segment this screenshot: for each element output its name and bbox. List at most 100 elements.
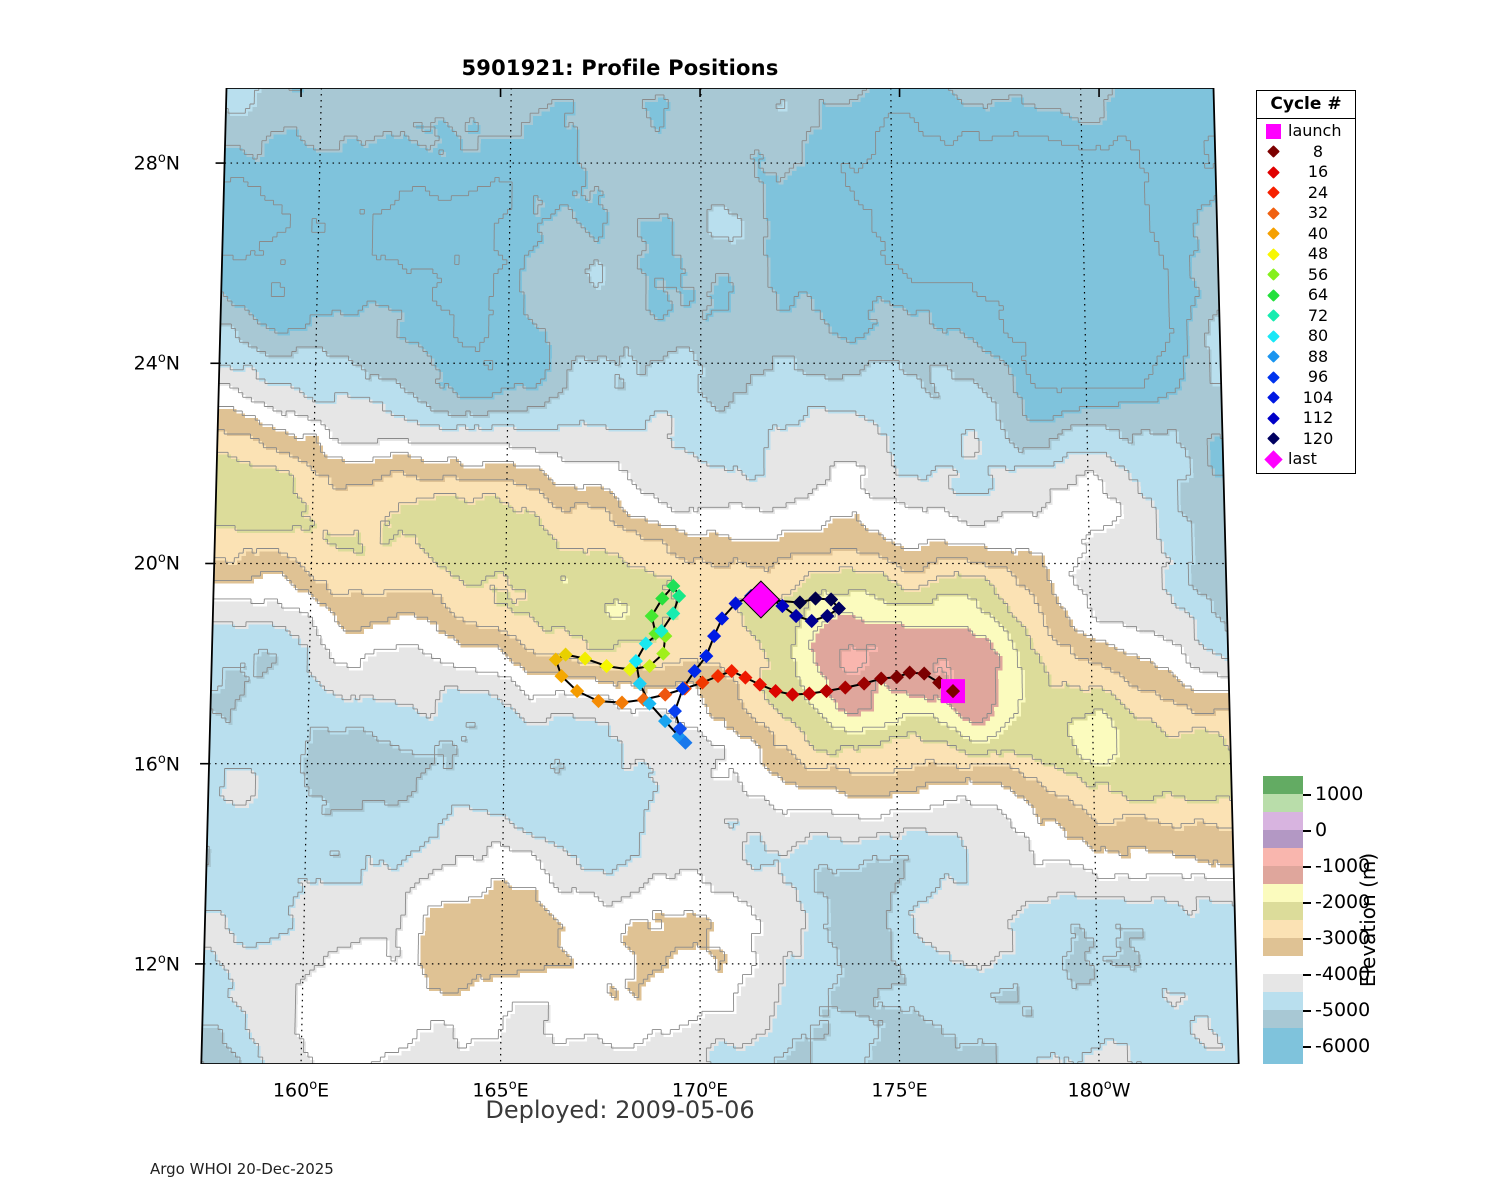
colorbar-tick--6000: [1303, 1046, 1311, 1048]
lon-tick-label-170: 170oE: [671, 1078, 729, 1102]
legend-item-120[interactable]: 120: [1257, 429, 1355, 450]
colorbar-band-1: [1263, 794, 1303, 812]
last-position-marker: [741, 580, 781, 619]
legend-item-16[interactable]: 16: [1257, 162, 1355, 183]
colorbar-tick-label--6000: -6000: [1315, 1035, 1371, 1057]
profile-marker: [548, 652, 563, 667]
profile-marker: [655, 591, 670, 606]
colorbar-tick--3000: [1303, 938, 1311, 940]
legend-item-96[interactable]: 96: [1257, 367, 1355, 388]
profile-marker: [857, 676, 872, 691]
legend-label-64: 64: [1307, 285, 1329, 305]
lon-tick-label-175: 175oE: [871, 1078, 928, 1102]
legend-marker-104: [1261, 391, 1285, 405]
profile-marker: [628, 654, 643, 669]
lat-tick-label-12: 12oN: [133, 951, 180, 976]
legend-item-80[interactable]: 80: [1257, 326, 1355, 347]
legend-marker-56: [1261, 268, 1285, 282]
legend-item-64[interactable]: 64: [1257, 285, 1355, 306]
elevation-colorbar: [1263, 776, 1303, 1064]
colorbar-band-11: [1263, 974, 1303, 992]
page-title: 5901921: Profile Positions: [461, 56, 779, 80]
legend-label-48: 48: [1307, 244, 1329, 264]
profile-marker: [802, 686, 817, 701]
colorbar-tick--2000: [1303, 902, 1311, 904]
colorbar-band-9: [1263, 938, 1303, 956]
legend-label-24: 24: [1307, 182, 1329, 202]
legend-item-88[interactable]: 88: [1257, 347, 1355, 368]
profile-marker: [874, 671, 889, 686]
legend-label-32: 32: [1307, 203, 1329, 223]
profile-marker: [752, 677, 767, 692]
profile-marker: [666, 606, 681, 621]
legend-marker-40: [1261, 227, 1285, 241]
legend-marker-48: [1261, 247, 1285, 261]
deployed-date: Deployed: 2009-05-06: [485, 1096, 755, 1124]
legend-item-last[interactable]: last: [1257, 449, 1355, 470]
legend-title: Cycle #: [1257, 91, 1355, 119]
colorbar-tick-label--1000: -1000: [1315, 855, 1371, 877]
profile-marker: [678, 735, 693, 750]
profile-marker: [591, 694, 606, 709]
legend-label-launch: launch: [1288, 121, 1342, 141]
legend-label-56: 56: [1307, 264, 1329, 284]
legend-items: launch 8 16 24 32 40 48 56 64 72 80 88 96 104 112 120 la…: [1257, 119, 1355, 473]
profile-marker: [656, 646, 671, 661]
legend-item-48[interactable]: 48: [1257, 244, 1355, 265]
legend-marker-112: [1261, 411, 1285, 425]
legend-marker-120: [1261, 432, 1285, 446]
colorbar-tick-label--3000: -3000: [1315, 927, 1371, 949]
profile-marker: [889, 670, 904, 685]
colorbar-band-12: [1263, 992, 1303, 1010]
colorbar-band-3: [1263, 830, 1303, 848]
legend-item-8[interactable]: 8: [1257, 142, 1355, 163]
legend-item-40[interactable]: 40: [1257, 224, 1355, 245]
profile-marker: [775, 598, 790, 614]
colorbar-tick--1000: [1303, 866, 1311, 868]
legend-item-72[interactable]: 72: [1257, 306, 1355, 327]
profile-marker: [654, 624, 669, 639]
profile-marker: [768, 684, 783, 699]
legend-marker-96: [1261, 370, 1285, 384]
legend-item-104[interactable]: 104: [1257, 388, 1355, 409]
profile-marker: [808, 591, 823, 606]
profile-marker: [838, 680, 853, 695]
profile-marker: [666, 578, 681, 594]
profile-marker: [707, 629, 722, 644]
profile-marker: [599, 659, 614, 674]
legend-item-24[interactable]: 24: [1257, 183, 1355, 204]
profile-marker: [672, 721, 688, 736]
profile-marker: [902, 665, 917, 680]
colorbar-band-7: [1263, 902, 1303, 920]
lat-tick-label-16: 16oN: [133, 751, 180, 776]
profile-marker: [792, 595, 807, 610]
legend-item-112[interactable]: 112: [1257, 408, 1355, 429]
legend-label-8: 8: [1312, 141, 1324, 161]
profile-marker: [789, 608, 804, 624]
colorbar-tick-1000: [1303, 794, 1311, 796]
colorbar-band-14: [1263, 1028, 1303, 1064]
legend-item-56[interactable]: 56: [1257, 265, 1355, 286]
colorbar-band-6: [1263, 884, 1303, 902]
colorbar-band-5: [1263, 866, 1303, 884]
colorbar-tick-label--4000: -4000: [1315, 963, 1371, 985]
profile-marker: [819, 684, 834, 699]
profile-marker: [578, 651, 593, 666]
colorbar-tick-0: [1303, 830, 1311, 832]
profile-marker: [614, 695, 630, 710]
profile-marker: [558, 647, 573, 662]
profile-marker: [642, 659, 657, 674]
map-plot-area: [195, 88, 1245, 1064]
colorbar-tick-label--5000: -5000: [1315, 999, 1371, 1021]
bathymetry-map: [195, 88, 1240, 1064]
colorbar-band-2: [1263, 812, 1303, 830]
legend-item-32[interactable]: 32: [1257, 203, 1355, 224]
profile-marker: [570, 684, 585, 699]
colorbar-band-10: [1263, 956, 1303, 974]
profile-marker: [644, 608, 659, 624]
legend-marker-64: [1261, 288, 1285, 302]
colorbar-tick-label-1000: 1000: [1315, 783, 1364, 805]
credit-text: Argo WHOI 20-Dec-2025: [150, 1160, 334, 1178]
legend-item-launch[interactable]: launch: [1257, 121, 1355, 142]
lat-tick-label-28: 28oN: [133, 151, 180, 175]
